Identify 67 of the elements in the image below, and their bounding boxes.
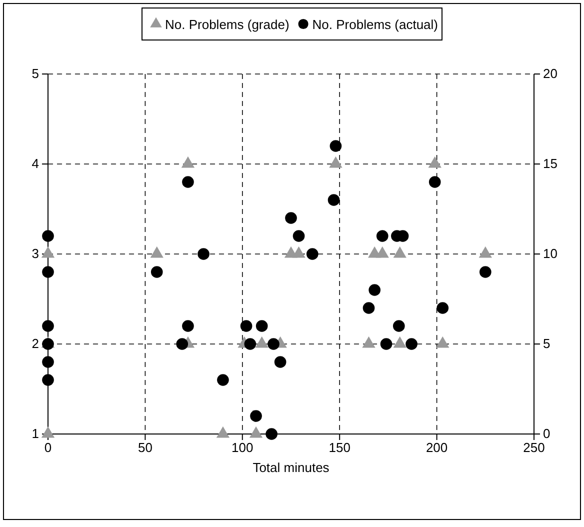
point — [274, 356, 286, 368]
point — [182, 320, 194, 332]
point — [428, 176, 441, 188]
point — [376, 230, 388, 242]
point — [362, 302, 375, 314]
point — [176, 338, 188, 350]
legend-label: No. Problems (actual) — [312, 17, 438, 32]
point — [436, 336, 450, 348]
point — [182, 176, 194, 188]
point — [150, 246, 164, 258]
point — [376, 246, 389, 258]
y2-tick-label: 15 — [543, 156, 558, 172]
point — [285, 212, 297, 224]
point — [244, 338, 256, 350]
x-tick-label: 100 — [232, 440, 254, 456]
x-axis-title: Total minutes — [252, 460, 330, 475]
point — [256, 320, 268, 332]
point — [392, 320, 405, 332]
point — [249, 426, 263, 438]
point — [217, 374, 229, 386]
y-tick-label: 5 — [32, 66, 39, 82]
legend-label: No. Problems (grade) — [165, 17, 290, 32]
y-tick-label: 4 — [32, 156, 39, 172]
point — [42, 230, 54, 242]
point — [198, 248, 210, 260]
point — [266, 428, 278, 440]
y-tick-label: 3 — [32, 246, 39, 262]
point — [479, 266, 492, 278]
point — [216, 426, 230, 438]
point — [406, 338, 418, 350]
point — [393, 336, 406, 348]
point — [362, 336, 376, 348]
y-tick-label: 2 — [32, 336, 39, 352]
y2-tick-label: 5 — [543, 336, 550, 352]
point — [393, 246, 406, 258]
point — [292, 246, 306, 258]
point — [306, 248, 318, 260]
y2-tick-label: 20 — [543, 66, 558, 82]
point — [42, 374, 54, 386]
point — [255, 336, 268, 348]
point — [42, 356, 54, 368]
x-tick-label: 50 — [138, 440, 152, 456]
point — [292, 230, 305, 242]
point — [240, 320, 252, 332]
y2-tick-label: 10 — [543, 246, 558, 262]
point — [328, 194, 340, 206]
point — [42, 266, 54, 278]
x-tick-label: 0 — [44, 440, 52, 456]
y-tick-label: 1 — [32, 426, 39, 442]
point — [41, 426, 55, 438]
x-tick-label: 150 — [328, 440, 350, 456]
x-tick-label: 250 — [523, 440, 545, 456]
point — [330, 140, 342, 152]
point — [380, 338, 392, 350]
point — [41, 246, 55, 258]
point — [428, 156, 442, 168]
point — [436, 302, 449, 314]
point — [368, 284, 381, 296]
point — [478, 246, 492, 258]
point — [250, 410, 262, 422]
point — [150, 266, 163, 278]
point — [268, 338, 280, 350]
point — [329, 156, 342, 168]
point — [42, 320, 54, 332]
point — [181, 156, 195, 168]
y2-tick-label: 0 — [543, 426, 550, 442]
x-tick-label: 200 — [426, 440, 448, 456]
